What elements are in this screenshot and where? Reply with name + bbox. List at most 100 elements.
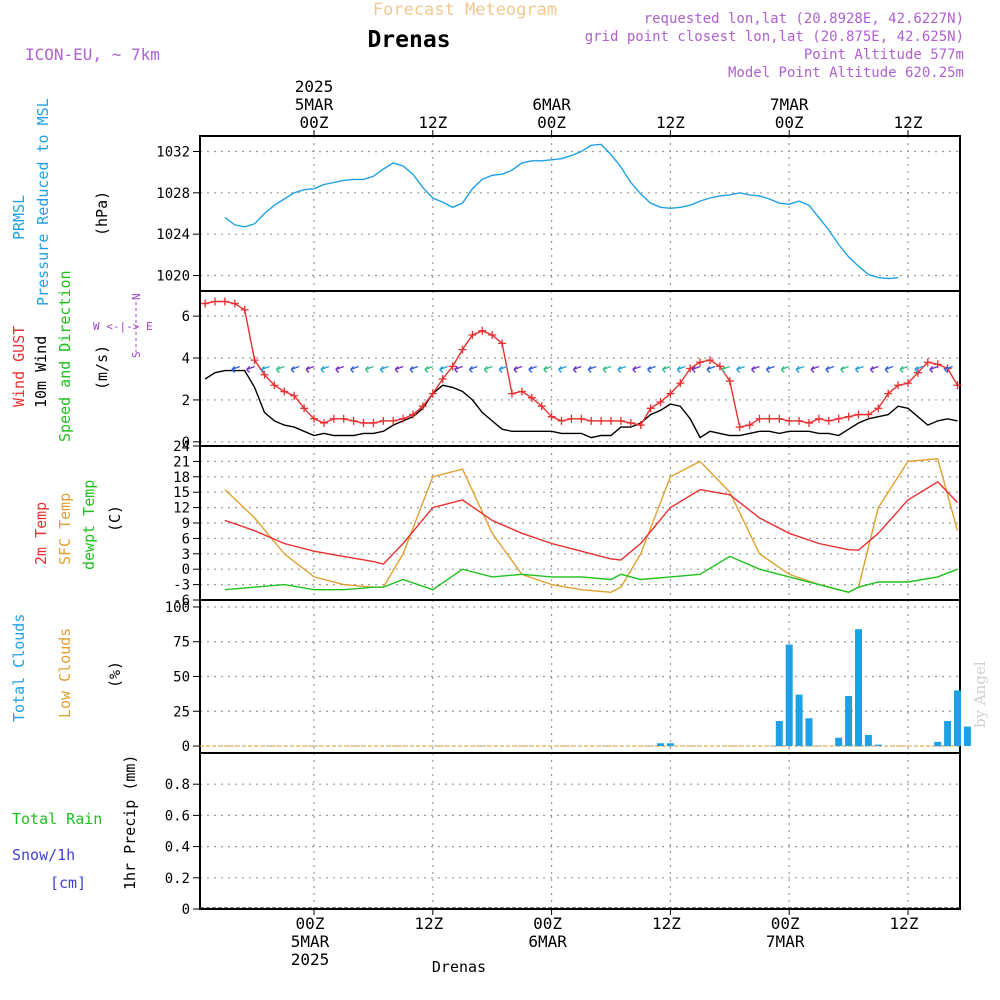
gust-marker	[805, 418, 813, 427]
wind-arrow	[691, 365, 701, 373]
wind-arrow	[944, 365, 953, 373]
location-title: Drenas	[367, 27, 450, 53]
wind-arrow	[558, 365, 567, 373]
model-altitude: Model Point Altitude 620.25m	[728, 65, 964, 81]
gust-marker	[894, 381, 903, 390]
time-label-bottom: 12Z	[652, 914, 681, 933]
time-label-bottom: 12Z	[414, 914, 443, 933]
gust-marker	[428, 389, 437, 398]
cloud-bar	[845, 695, 853, 747]
dewpt-line	[224, 555, 958, 594]
tick-label: 0	[182, 739, 190, 755]
cloud-bar	[657, 743, 664, 747]
wind-arrow	[840, 365, 849, 373]
label-low-clouds: Low Clouds	[56, 628, 74, 718]
wind-arrow	[409, 365, 419, 373]
time-label-top: 12Z	[656, 113, 685, 132]
tick-label: 4	[182, 351, 190, 367]
cloud-bar	[795, 694, 803, 747]
wind-speed-line	[204, 369, 958, 439]
tick-label: 6	[182, 309, 190, 325]
gust-marker	[438, 374, 447, 383]
wind-arrow	[810, 365, 820, 373]
label-sfc-temp: SFC Temp	[56, 493, 74, 565]
wind-arrow	[231, 365, 241, 373]
time-label-top: 6MAR	[532, 95, 571, 114]
tick-label: 15	[173, 485, 190, 501]
cloud-bar	[855, 629, 862, 747]
wind-arrow	[320, 365, 330, 373]
super-title: Forecast Meteogram	[373, 0, 557, 20]
gust-marker	[379, 416, 388, 425]
gust-marker	[834, 414, 843, 423]
wind-arrow	[661, 365, 671, 373]
t2m-line	[224, 481, 959, 565]
tick-label: 0.8	[165, 777, 190, 793]
gust-marker	[290, 391, 299, 400]
wind-arrow	[468, 365, 478, 373]
wind-arrow	[617, 365, 627, 373]
cloud-bar	[864, 734, 872, 747]
wind-arrow	[647, 365, 656, 373]
gust-marker	[478, 326, 487, 335]
gust-marker	[310, 414, 318, 423]
gust-marker	[220, 297, 229, 306]
wind-arrow	[780, 365, 790, 373]
cloud-bar	[666, 743, 674, 747]
gust-marker	[854, 410, 863, 419]
wind-arrow	[454, 365, 463, 373]
label-snow-1h: Snow/1h	[12, 846, 75, 864]
gust-marker	[211, 297, 219, 306]
gust-marker	[537, 402, 546, 411]
cloud-bar	[874, 744, 882, 747]
wind-arrow	[528, 365, 538, 373]
gust-marker	[230, 299, 239, 308]
panel-frame	[199, 752, 961, 910]
compass-n: N	[130, 293, 143, 300]
wind-arrow	[751, 365, 760, 373]
tick-label: 1028	[156, 186, 190, 202]
wind-arrow	[261, 365, 270, 373]
gust-marker	[319, 418, 328, 427]
tick-label: 100	[165, 600, 190, 616]
tick-label: 0	[182, 435, 190, 451]
label-ms: (m/s)	[93, 345, 111, 390]
wind-arrow	[736, 365, 745, 373]
pressure-line	[224, 143, 899, 280]
tick-label: 9	[182, 516, 190, 532]
credit: by Angel	[971, 661, 989, 728]
cloud-bar	[963, 726, 971, 747]
tick-label: 24	[173, 439, 190, 455]
wind-arrow	[632, 365, 641, 373]
gust-marker	[468, 330, 477, 339]
time-label-top: 7MAR	[770, 95, 809, 114]
gust-marker	[587, 416, 596, 425]
tick-label: 3	[182, 547, 190, 563]
time-label-bottom: 7MAR	[766, 932, 805, 951]
gust-marker	[349, 416, 358, 425]
cloud-bar	[785, 644, 793, 747]
gust-marker	[508, 389, 516, 398]
gust-marker	[597, 416, 606, 425]
gust-marker	[359, 418, 368, 427]
time-label-bottom: 2025	[291, 950, 330, 969]
tick-label: 0	[182, 562, 190, 578]
tick-label: 0.6	[165, 808, 190, 824]
time-label-top: 12Z	[418, 113, 447, 132]
gust-marker	[240, 305, 249, 314]
time-label-bottom: 00Z	[296, 914, 325, 933]
gust-marker	[864, 410, 873, 419]
wind-arrow	[379, 365, 389, 373]
label-percent: (%)	[106, 661, 124, 688]
compass-rose: N W <-|-> E S	[93, 293, 153, 358]
cloud-bar	[805, 718, 813, 747]
gust-marker	[339, 414, 348, 423]
label-hpa: (hPa)	[93, 191, 111, 236]
requested-coords: requested lon,lat (20.8928E, 42.6227N)	[644, 11, 964, 27]
grid-point-coords: grid point closest lon,lat (20.875E, 42.…	[585, 29, 964, 45]
gust-marker	[409, 410, 417, 419]
gust-marker	[636, 421, 645, 430]
wind-arrow	[350, 365, 359, 373]
gust-marker	[607, 416, 615, 425]
tick-label: 12	[173, 501, 190, 517]
